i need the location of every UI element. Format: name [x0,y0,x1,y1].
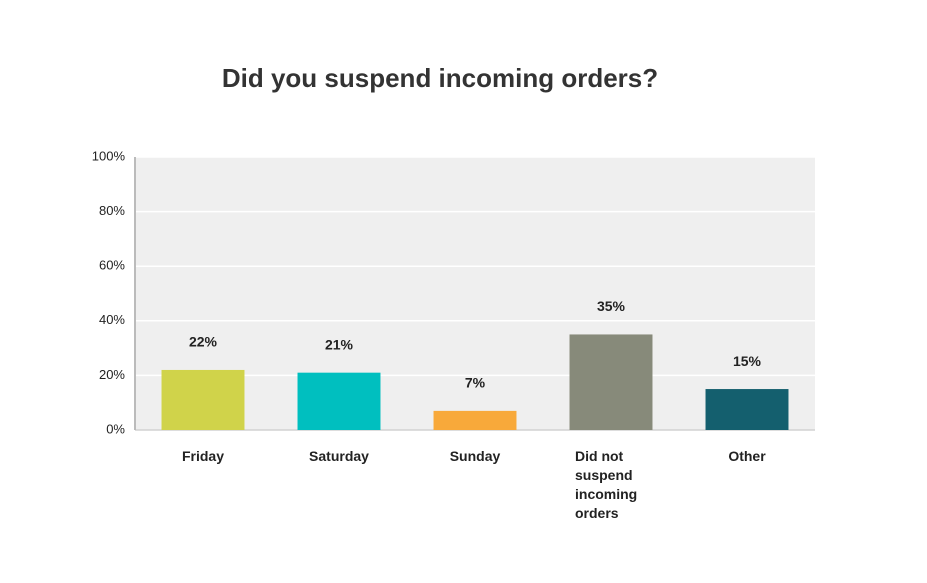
y-tick-label: 80% [99,203,125,218]
x-tick-label-box: Did not suspend incoming orders [543,447,679,523]
plot-background [135,157,815,430]
x-tick-label-box: Saturday [271,447,407,466]
x-tick-label-box: Friday [135,447,271,466]
bar [569,334,653,430]
x-tick-label-box: Sunday [407,447,543,466]
value-label: 35% [597,298,626,314]
y-tick-label: 40% [99,312,125,327]
y-tick-label: 60% [99,258,125,273]
value-label: 22% [189,334,218,350]
value-label: 21% [325,336,354,352]
y-tick-label: 0% [106,421,125,436]
x-tick-label: Did not suspend incoming orders [575,448,638,521]
value-label: 15% [733,353,762,369]
y-tick-label: 100% [92,148,126,163]
x-tick-label: Saturday [309,448,369,464]
x-tick-label: Other [728,448,766,464]
bar [705,389,789,430]
bar [297,372,381,430]
x-tick-label: Friday [181,448,224,464]
x-tick-label: Sunday [449,448,501,464]
bar [161,369,245,430]
value-label: 7% [465,375,486,391]
x-tick-label-box: Other [679,447,815,466]
chart-title: Did you suspend incoming orders? [222,63,658,93]
y-tick-label: 20% [99,367,125,382]
bar [433,410,517,430]
